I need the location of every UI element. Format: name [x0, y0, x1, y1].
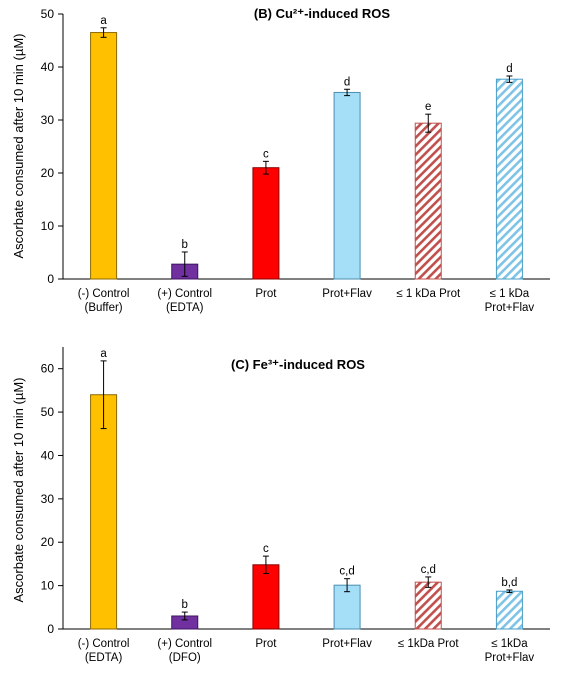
chart-c-category-label: (+) Control (DFO)	[157, 638, 212, 664]
chart-b-bar	[252, 167, 280, 280]
chart-b-title: (B) Cu²⁺-induced ROS	[254, 6, 390, 21]
chart-c-category-label: Prot+Flav	[322, 638, 372, 650]
chart-b-category-label: (-) Control (Buffer)	[78, 288, 130, 314]
chart-c-plot-area: 0 10 20 30 40 50 60 a (-) Control (EDTA) b (+) Cont…	[41, 347, 550, 664]
chart-c: (C) Fe³⁺-induced ROS Ascorbate consumed …	[11, 347, 550, 664]
chart-b-significance-label: a	[100, 15, 107, 27]
chart-b-category-label: ≤ 1 kDa Prot+Flav	[485, 288, 535, 314]
chart-c-ytick-label: 60	[41, 362, 55, 376]
chart-b-ytick-label: 20	[41, 166, 55, 180]
chart-b-bar	[90, 32, 118, 280]
chart-c-bar	[414, 581, 442, 630]
chart-c-category-label: Prot	[255, 638, 277, 650]
chart-c-ytick-label: 20	[41, 535, 55, 549]
chart-c-significance-label: c,d	[421, 564, 436, 576]
chart-b-ytick-label: 0	[47, 272, 54, 286]
chart-b-plot-area: 0 10 20 30 40 50 a (-) Control (Buffer) b (+) Cont…	[41, 7, 550, 314]
chart-b-significance-label: d	[506, 63, 512, 75]
chart-b-ytick-label: 30	[41, 113, 55, 127]
chart-b-significance-label: c	[263, 148, 269, 160]
chart-c-bar	[252, 564, 280, 630]
chart-c-significance-label: b	[182, 599, 188, 611]
chart-b-significance-label: b	[182, 239, 188, 251]
chart-c-significance-label: b,d	[501, 577, 517, 589]
chart-c-bar	[495, 590, 523, 630]
chart-c-ylabel: Ascorbate consumed after 10 min (µM)	[11, 378, 26, 603]
chart-b-bar	[495, 78, 523, 280]
chart-b-ytick-label: 40	[41, 60, 55, 74]
chart-c-ytick-label: 50	[41, 405, 55, 419]
chart-c-significance-label: c,d	[339, 566, 354, 578]
chart-b: (B) Cu²⁺-induced ROS Ascorbate consumed …	[11, 6, 550, 314]
chart-c-category-label: (-) Control (EDTA)	[78, 638, 130, 664]
chart-b-ylabel: Ascorbate consumed after 10 min (µM)	[11, 34, 26, 259]
chart-b-ytick-label: 50	[41, 7, 55, 21]
chart-c-category-label: ≤ 1kDa Prot	[398, 638, 459, 650]
chart-c-ytick-label: 10	[41, 579, 55, 593]
chart-b-significance-label: d	[344, 76, 350, 88]
chart-b-bar	[333, 91, 361, 280]
chart-c-ytick-label: 0	[47, 622, 54, 636]
chart-c-bar	[333, 584, 361, 630]
chart-b-category-label: Prot+Flav	[322, 288, 372, 300]
chart-c-significance-label: c	[263, 543, 269, 555]
chart-b-significance-label: e	[425, 101, 431, 113]
chart-b-ytick-label: 10	[41, 219, 55, 233]
chart-b-bar	[414, 122, 442, 280]
chart-b-category-label: ≤ 1 kDa Prot	[396, 288, 461, 300]
chart-c-significance-label: a	[100, 348, 107, 360]
chart-c-ytick-label: 30	[41, 492, 55, 506]
chart-c-bar	[90, 394, 118, 630]
chart-c-ytick-label: 40	[41, 448, 55, 462]
chart-c-title: (C) Fe³⁺-induced ROS	[231, 357, 365, 372]
chart-c-category-label: ≤ 1kDa Prot+Flav	[485, 638, 535, 664]
chart-b-category-label: (+) Control (EDTA)	[157, 288, 212, 314]
chart-b-category-label: Prot	[255, 288, 277, 300]
